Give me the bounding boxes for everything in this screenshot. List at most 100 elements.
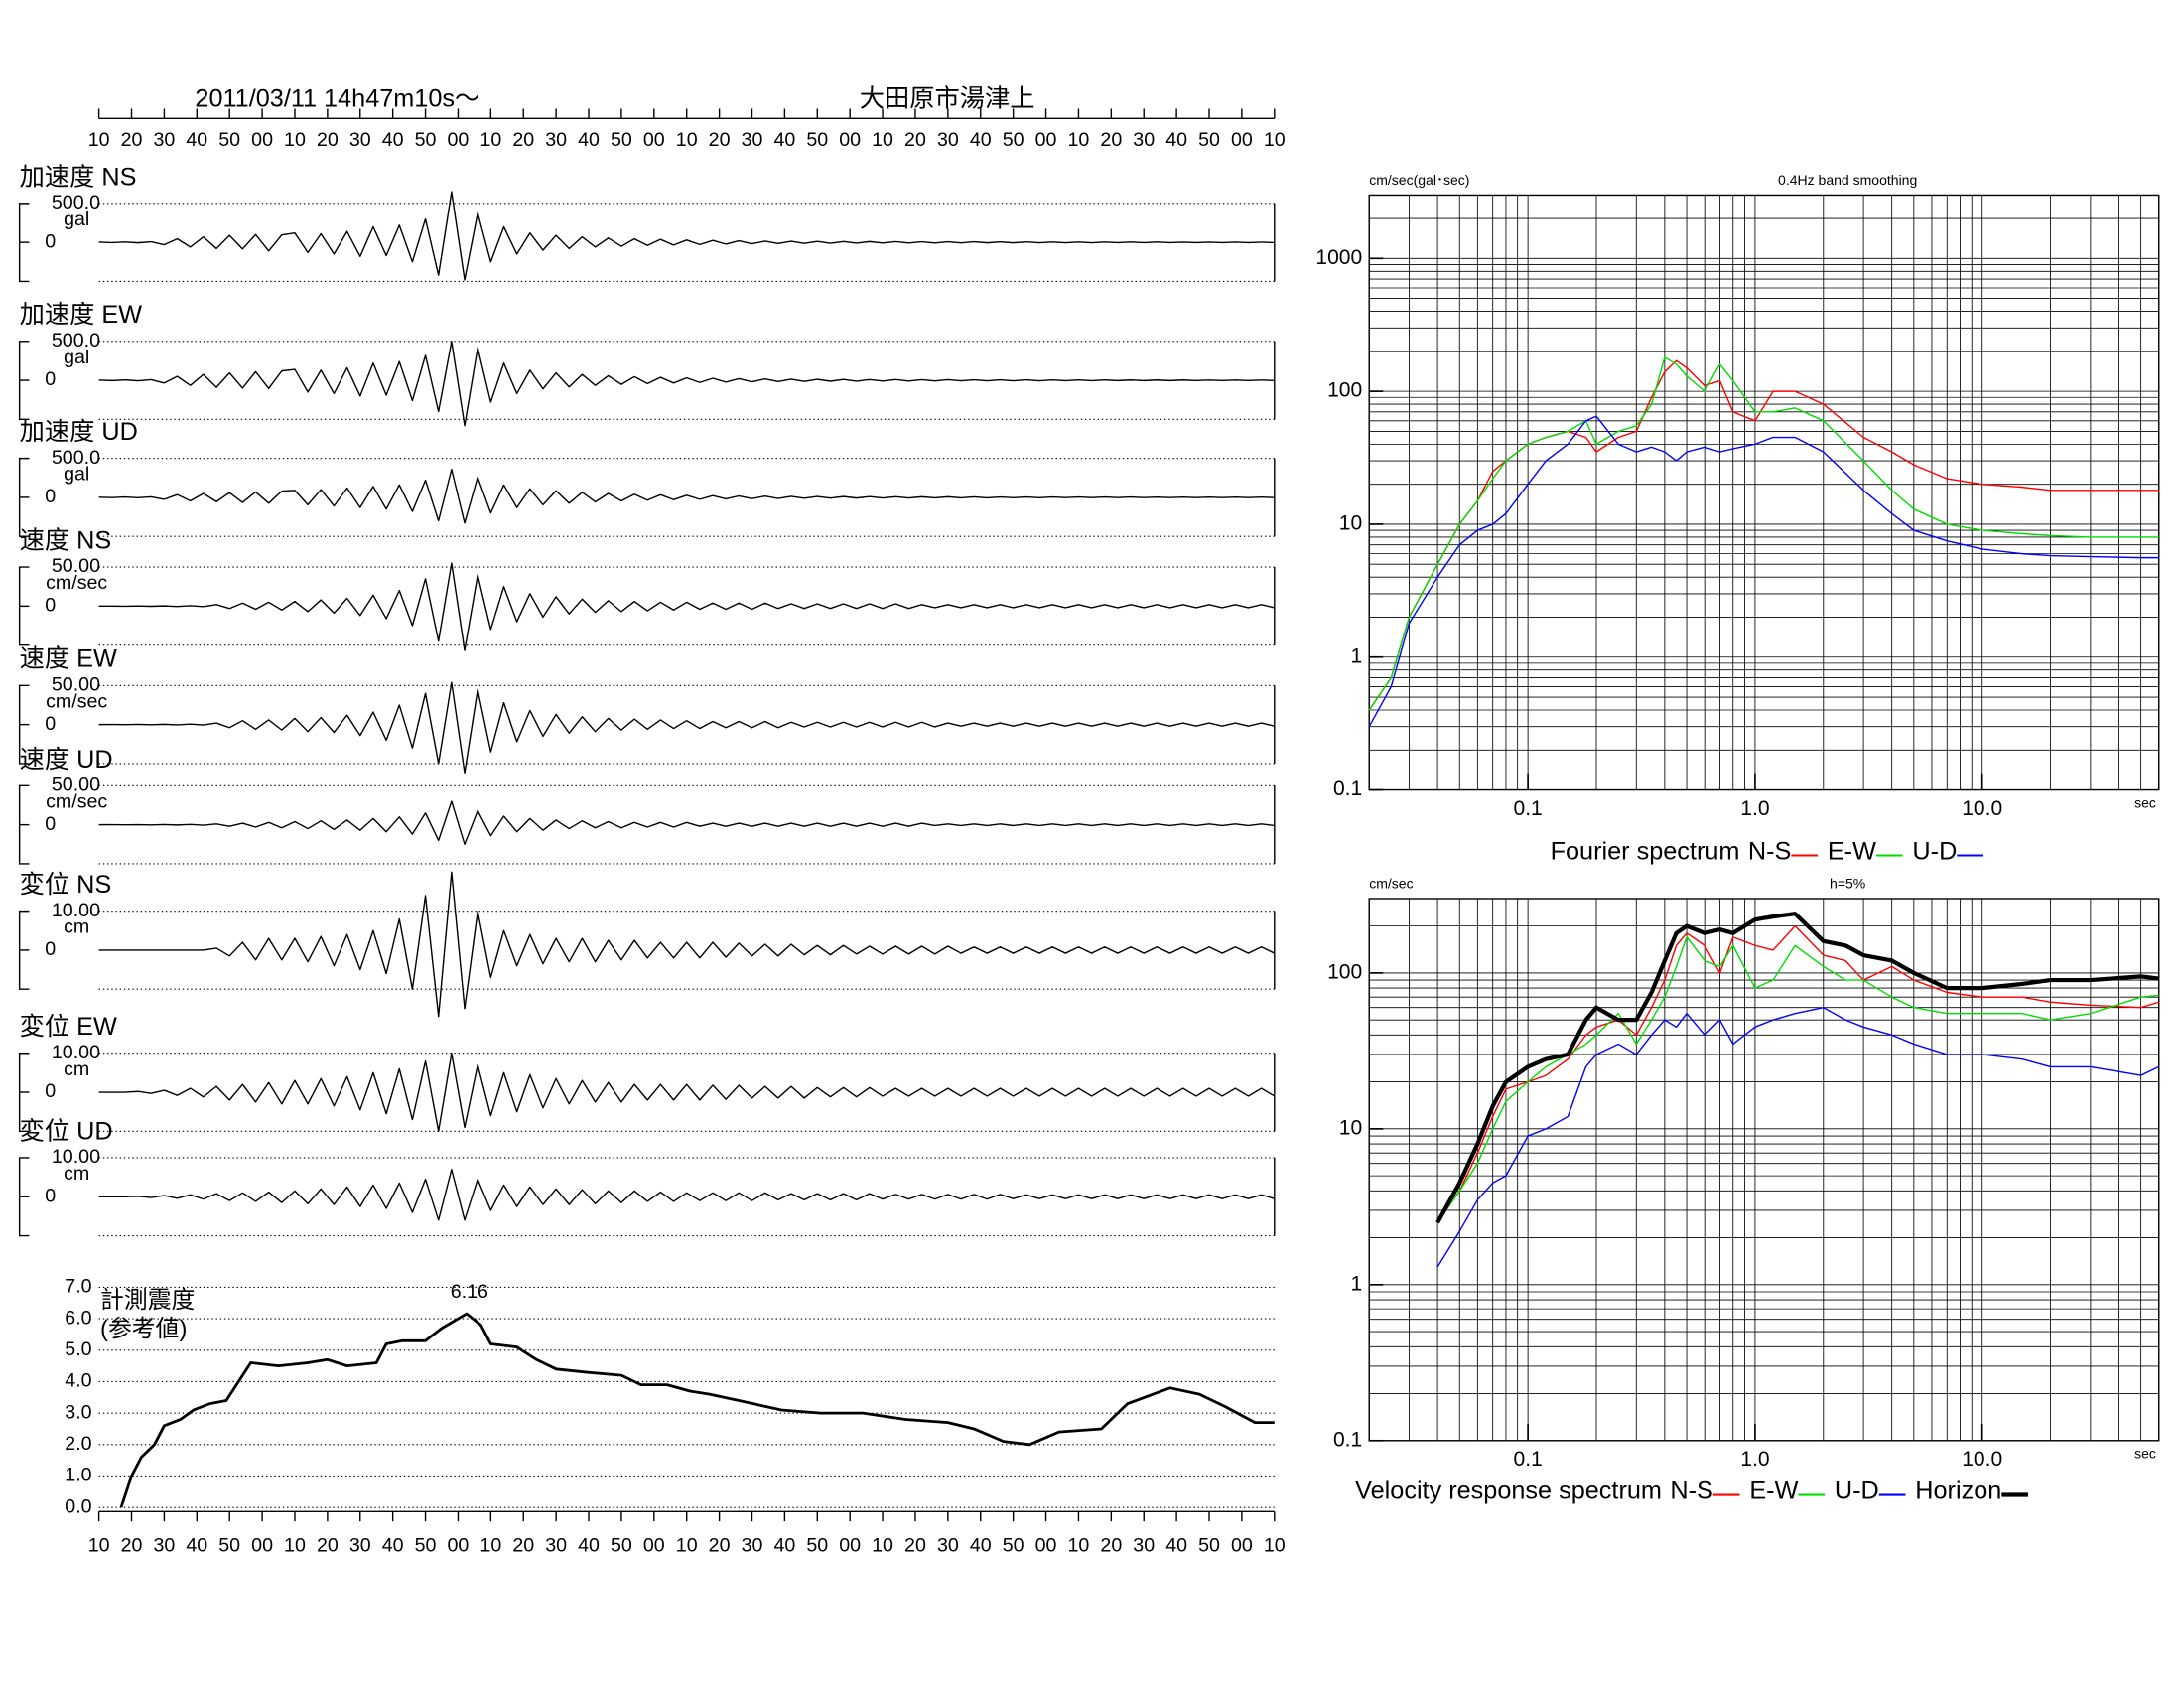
plot-frame xyxy=(1368,194,2160,791)
y-tick-label: 1000 xyxy=(1315,246,1362,269)
peak-label: 6.16 xyxy=(451,1281,488,1303)
x-tick-label: 40 xyxy=(186,1535,207,1557)
x-tick-label: 00 xyxy=(1231,129,1253,151)
y-tick-label: 10 xyxy=(1339,511,1362,534)
legend-title: Velocity response spectrum xyxy=(1355,1477,1662,1504)
x-tick-label: 40 xyxy=(1165,129,1187,151)
x-tick-label: 50 xyxy=(415,1535,437,1557)
x-tick-label: 10 xyxy=(872,1535,893,1557)
waveform xyxy=(98,800,1275,845)
x-tick-label: 10.0 xyxy=(1962,1448,2002,1471)
y-tick-label: 0 xyxy=(45,486,56,507)
x-tick-label: 50 xyxy=(1003,129,1024,151)
y-tick-label: 1 xyxy=(1350,1272,1362,1295)
station-name: 大田原市湯津上 xyxy=(860,85,1035,113)
x-tick-label: 30 xyxy=(742,1535,763,1557)
x-tick-label: 00 xyxy=(251,129,273,151)
y-tick-label: 0 xyxy=(45,813,56,835)
legend-label: E-W xyxy=(1749,1477,1798,1504)
y-tick-label: 100 xyxy=(1327,379,1362,402)
x-tick-label: 50 xyxy=(806,129,828,151)
x-tick-label: 40 xyxy=(382,129,404,151)
y-tick-label: 3.0 xyxy=(65,1401,91,1423)
x-tick-label: 10 xyxy=(1068,129,1090,151)
y-tick-label: 500.0 xyxy=(52,330,100,352)
y-tick-label: 1.0 xyxy=(65,1465,91,1486)
x-tick-label: 30 xyxy=(937,129,959,151)
y-tick-label: 4.0 xyxy=(65,1370,91,1392)
spectrum-line xyxy=(1368,415,2159,728)
legend-title: Fourier spectrum xyxy=(1551,837,1740,865)
panel-title: 加速度 NS xyxy=(20,163,137,191)
spectrum-line xyxy=(1435,912,2159,1224)
y-tick-label: 0 xyxy=(45,713,56,735)
chart-subtitle: 0.4Hz band smoothing xyxy=(1778,172,1917,188)
x-tick-label: 50 xyxy=(218,129,240,151)
x-tick-label: 50 xyxy=(218,1535,240,1557)
y-tick-label: 1 xyxy=(1350,644,1362,667)
waveform xyxy=(98,1053,1276,1133)
y-tick-label: 5.0 xyxy=(65,1338,91,1360)
x-tick-label: 10 xyxy=(284,129,306,151)
x-axis-label: sec xyxy=(2134,794,2156,810)
x-tick-label: 10 xyxy=(1068,1535,1090,1557)
x-tick-label: 30 xyxy=(742,129,763,151)
y-tick-label: 2.0 xyxy=(65,1433,91,1455)
x-tick-label: 10 xyxy=(479,129,501,151)
x-tick-label: 40 xyxy=(578,1535,600,1557)
x-tick-label: 20 xyxy=(317,129,339,151)
y-axis-label: 計測震度 xyxy=(100,1287,195,1314)
waveform xyxy=(98,871,1276,1018)
x-tick-label: 10 xyxy=(88,129,110,151)
x-tick-label: 00 xyxy=(643,1535,665,1557)
spectrum-line xyxy=(1436,936,2159,1223)
x-tick-label: 00 xyxy=(1231,1535,1253,1557)
x-tick-label: 1.0 xyxy=(1740,1448,1769,1471)
y-tick-label: 0 xyxy=(45,938,56,960)
x-tick-label: 50 xyxy=(415,129,437,151)
x-tick-label: 20 xyxy=(512,1535,534,1557)
x-tick-label: 50 xyxy=(1003,1535,1024,1557)
x-tick-label: 30 xyxy=(937,1535,959,1557)
x-tick-label: 0.1 xyxy=(1514,1448,1543,1471)
x-tick-label: 40 xyxy=(578,129,600,151)
y-tick-label: 0.1 xyxy=(1333,777,1362,800)
y-tick-label: 10 xyxy=(1339,1116,1362,1139)
x-tick-label: 10 xyxy=(872,129,893,151)
x-tick-label: 50 xyxy=(611,1535,632,1557)
record-date: 2011/03/11 14h47m10s〜 xyxy=(195,85,479,113)
spectrum-line xyxy=(1436,1007,2160,1268)
unit-label: cm xyxy=(64,916,89,938)
x-tick-label: 40 xyxy=(1165,1535,1187,1557)
chart-subtitle: h=5% xyxy=(1830,876,1865,892)
legend-label: N-S xyxy=(1748,837,1792,865)
x-tick-label: 00 xyxy=(839,129,861,151)
panel-title: 変位 EW xyxy=(20,1013,117,1041)
x-tick-label: 00 xyxy=(1035,1535,1057,1557)
y-tick-label: 0 xyxy=(45,230,56,252)
y-tick-label: 6.0 xyxy=(65,1307,91,1329)
x-tick-label: 00 xyxy=(1035,129,1057,151)
unit-label: cm xyxy=(64,1163,89,1185)
x-tick-label: 1.0 xyxy=(1740,797,1769,820)
x-tick-label: 30 xyxy=(153,129,175,151)
intensity-line xyxy=(119,1312,1275,1508)
x-tick-label: 30 xyxy=(349,129,371,151)
panel-title: 速度 EW xyxy=(20,645,117,673)
y-tick-label: 500.0 xyxy=(52,447,100,469)
x-tick-label: 40 xyxy=(773,1535,795,1557)
panel-title: 変位 NS xyxy=(20,871,112,899)
panel-title: 加速度 EW xyxy=(20,301,143,329)
waveform xyxy=(98,681,1275,774)
x-tick-label: 50 xyxy=(1198,1535,1220,1557)
x-tick-label: 20 xyxy=(121,129,143,151)
x-tick-label: 20 xyxy=(904,129,926,151)
x-tick-label: 40 xyxy=(773,129,795,151)
legend-label: N-S xyxy=(1670,1477,1713,1504)
y-tick-label: 10.00 xyxy=(52,1042,100,1063)
x-tick-label: 30 xyxy=(1133,1535,1155,1557)
unit-label: cm xyxy=(64,1058,89,1080)
x-tick-label: 40 xyxy=(382,1535,404,1557)
x-tick-label: 30 xyxy=(1133,129,1155,151)
